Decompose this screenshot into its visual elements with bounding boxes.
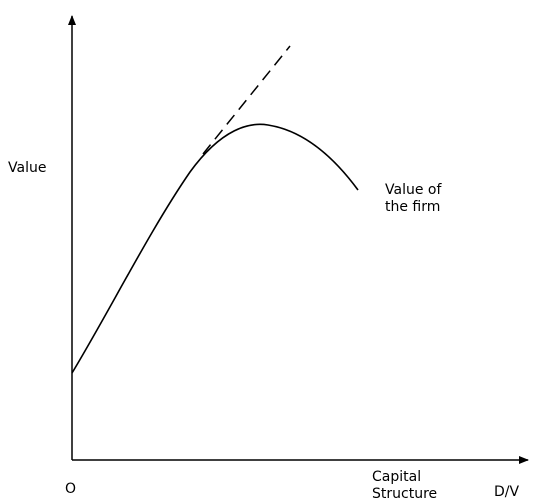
- x-axis-label: Structure: [372, 486, 437, 502]
- origin-label: O: [65, 481, 76, 497]
- value-curve: [71, 123, 359, 374]
- curve-label: Value of: [385, 182, 442, 198]
- tangent-line: [202, 45, 291, 155]
- y-axis-label: Value: [8, 160, 46, 176]
- x-axis-unit: D/V: [494, 484, 519, 500]
- x-axis-label: Capital: [372, 469, 421, 485]
- curve-label: the firm: [385, 199, 440, 215]
